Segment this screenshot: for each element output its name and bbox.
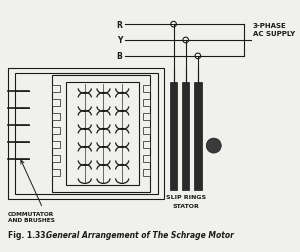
Bar (194, 83, 202, 190)
Bar (52, 100, 60, 107)
Text: SLIP RINGS: SLIP RINGS (166, 194, 206, 199)
Bar (170, 83, 177, 190)
Text: STATOR: STATOR (172, 203, 199, 208)
Text: COMMUTATOR
AND BRUSHES: COMMUTATOR AND BRUSHES (8, 211, 55, 222)
Text: R: R (116, 20, 122, 29)
Bar (52, 128, 60, 135)
Bar (52, 155, 60, 163)
Bar (143, 85, 150, 93)
Text: General Arrangement of The Schrage Motor: General Arrangement of The Schrage Motor (46, 230, 233, 239)
Bar (52, 85, 60, 93)
Bar (52, 113, 60, 121)
Circle shape (195, 54, 201, 59)
Bar (52, 169, 60, 177)
Bar (143, 155, 150, 163)
Text: Fig. 1.33.: Fig. 1.33. (8, 230, 49, 239)
Circle shape (171, 22, 176, 28)
Bar (52, 141, 60, 149)
Circle shape (183, 38, 188, 44)
Bar (143, 100, 150, 107)
Bar (143, 113, 150, 121)
Bar (143, 169, 150, 177)
Bar (143, 128, 150, 135)
Bar (143, 141, 150, 149)
Text: B: B (116, 52, 122, 61)
Circle shape (206, 139, 221, 153)
Text: Y: Y (117, 36, 122, 45)
Bar (182, 83, 190, 190)
Text: 3-PHASE
AC SUPPLY: 3-PHASE AC SUPPLY (253, 23, 295, 37)
